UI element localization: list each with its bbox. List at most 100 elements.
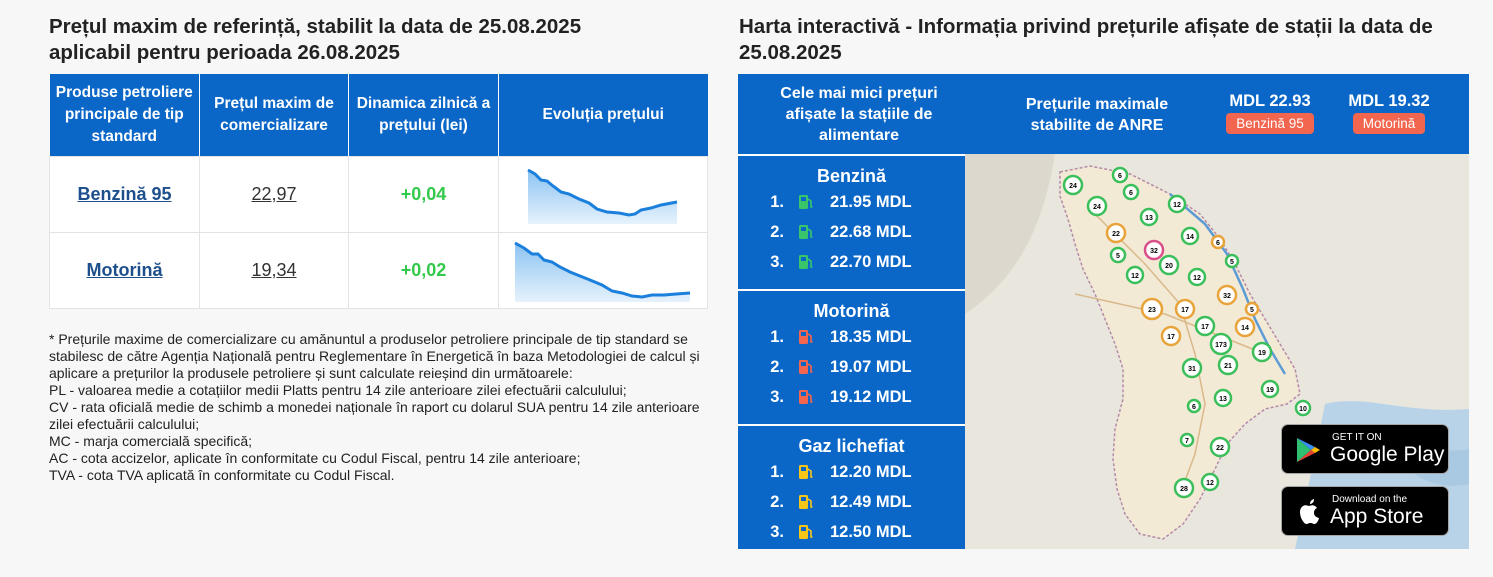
max-price-value[interactable]: 22,97 [251, 184, 297, 204]
section-title: Benzină [816, 166, 886, 186]
app-store-button[interactable]: Download on the App Store [1281, 486, 1449, 536]
section-motorina: Motorină 1. 18.35 MDL 2. 19.07 MDL 3. 19.12… [738, 289, 965, 424]
svg-text:10: 10 [1299, 406, 1307, 413]
cluster-marker[interactable]: 19 [1251, 341, 1273, 363]
cluster-marker[interactable]: 5 [1109, 246, 1127, 264]
rank: 3. [770, 387, 784, 406]
cluster-marker[interactable]: 17 [1194, 315, 1216, 337]
cluster-marker[interactable]: 24 [1086, 195, 1108, 217]
cluster-marker[interactable]: 6 [1111, 166, 1129, 184]
cluster-marker[interactable]: 12 [1187, 267, 1207, 287]
cluster-marker[interactable]: 17 [1160, 325, 1182, 347]
cluster-marker[interactable]: 19 [1260, 379, 1280, 399]
change-cell: +0,04 [348, 156, 499, 233]
cluster-marker[interactable]: 13 [1213, 388, 1233, 408]
svg-text:6: 6 [1192, 404, 1196, 411]
app-store-label: App Store [1330, 505, 1424, 528]
note-ac: AC - cota accizelor, aplicate în conform… [49, 450, 581, 466]
cluster-marker[interactable]: 6 [1210, 234, 1226, 250]
svg-text:13: 13 [1145, 215, 1153, 222]
cluster-marker[interactable]: 32 [1143, 239, 1165, 261]
col-header-max-price: Prețul maxim de comercializare [199, 74, 349, 157]
daily-change-value: +0,02 [400, 260, 447, 280]
svg-text:24: 24 [1069, 183, 1077, 190]
product-link-benzina95[interactable]: Benzină 95 [77, 184, 172, 204]
change-cell: +0,02 [348, 232, 499, 309]
list-item: 2. 19.07 MDL [738, 352, 965, 382]
list-item: 1. 12.20 MDL [738, 457, 965, 487]
lowest-prices-label: Cele mai mici prețuri afișate la stațiil… [780, 85, 938, 144]
svg-text:19: 19 [1258, 350, 1266, 357]
svg-text:32: 32 [1223, 293, 1231, 300]
product-link-motorina[interactable]: Motorină [86, 260, 163, 280]
cluster-marker[interactable]: 13 [1139, 207, 1159, 227]
cluster-marker[interactable]: 31 [1181, 357, 1203, 379]
svg-text:12: 12 [1173, 202, 1181, 209]
section-title: Gaz lichefiat [798, 436, 905, 456]
max-price-benzina: MDL 22.93 Benzină 95 [1216, 90, 1324, 134]
rank: 1. [770, 327, 784, 346]
svg-text:7: 7 [1185, 438, 1189, 445]
price: 12.49 MDL [830, 492, 912, 511]
cluster-marker[interactable]: 17 [1174, 298, 1196, 320]
cluster-marker[interactable]: 6 [1186, 398, 1202, 414]
google-play-icon [1297, 438, 1320, 462]
google-play-button[interactable]: GET IT ON Google Play [1281, 424, 1449, 474]
cluster-marker[interactable]: 12 [1167, 194, 1187, 214]
price-cell: 19,34 [199, 232, 349, 309]
svg-text:6: 6 [1118, 173, 1122, 180]
price: 22.70 MDL [830, 252, 912, 271]
cluster-marker[interactable]: 28 [1173, 477, 1195, 499]
col-header-product: Produse petroliere principale de tip sta… [49, 74, 200, 157]
svg-text:20: 20 [1165, 263, 1173, 270]
google-play-caption: GET IT ON [1332, 432, 1382, 443]
list-item: 1. 21.95 MDL [738, 187, 965, 217]
note-cv: CV - rata oficială medie de schimb a mon… [49, 399, 704, 432]
section-benzina: Benzină 1. 21.95 MDL 2. 22.68 MDL 3. 22.70 … [738, 154, 965, 289]
green-fuel-pump-icon [794, 223, 818, 241]
lowest-prices-list: Benzină 1. 21.95 MDL 2. 22.68 MDL 3. 22.70 … [738, 154, 965, 549]
max-price-value[interactable]: 19,34 [251, 260, 297, 280]
cluster-marker[interactable]: 5 [1224, 253, 1240, 269]
cluster-marker[interactable]: 22 [1209, 436, 1231, 458]
cluster-marker[interactable]: 24 [1062, 174, 1084, 196]
svg-text:32: 32 [1150, 248, 1158, 255]
list-item: 3. 22.70 MDL [738, 247, 965, 277]
cluster-marker[interactable]: 32 [1216, 284, 1238, 306]
interactive-map[interactable]: 24 6 6 24 13 12 22 14 6 32 5 20 5 12 12 … [965, 154, 1469, 549]
daily-change-value: +0,04 [400, 184, 447, 204]
price: 12.50 MDL [830, 522, 912, 541]
cluster-marker[interactable]: 5 [1244, 301, 1260, 317]
price: 18.35 MDL [830, 327, 912, 346]
rank: 3. [770, 252, 784, 271]
cluster-marker[interactable]: 10 [1294, 399, 1312, 417]
cluster-marker[interactable]: 7 [1179, 432, 1195, 448]
cluster-marker[interactable]: 14 [1180, 226, 1200, 246]
svg-text:17: 17 [1181, 307, 1189, 314]
cluster-marker[interactable]: 6 [1122, 183, 1140, 201]
cluster-marker[interactable]: 22 [1105, 222, 1127, 244]
table-row: Motorină 19,34 +0,02 [49, 232, 708, 309]
cluster-marker[interactable]: 20 [1158, 254, 1180, 276]
cluster-marker[interactable]: 173 [1209, 332, 1233, 356]
product-cell: Motorină [49, 232, 200, 309]
svg-text:5: 5 [1116, 253, 1120, 260]
methodology-notes: * Prețurile maxime de comercializare cu … [49, 331, 709, 484]
svg-text:173: 173 [1215, 342, 1227, 349]
svg-text:12: 12 [1193, 275, 1201, 282]
cluster-marker[interactable]: 21 [1217, 354, 1239, 376]
max-price-motorina: MDL 19.32 Motorină [1335, 90, 1443, 134]
cluster-markers: 24 6 6 24 13 12 22 14 6 32 5 20 5 12 12 … [1062, 166, 1312, 499]
list-item: 2. 12.49 MDL [738, 487, 965, 517]
col-header-price-evolution: Evoluția prețului [498, 74, 708, 157]
reference-price-title: Prețul maxim de referință, stabilit la d… [49, 14, 709, 66]
cluster-marker[interactable]: 12 [1125, 265, 1145, 285]
cluster-marker[interactable]: 12 [1200, 472, 1220, 492]
cluster-marker[interactable]: 14 [1234, 316, 1256, 338]
green-fuel-pump-icon [794, 193, 818, 211]
svg-text:17: 17 [1167, 334, 1175, 341]
moldova-map[interactable]: 24 6 6 24 13 12 22 14 6 32 5 20 5 12 12 … [965, 154, 1469, 549]
rank: 2. [770, 492, 784, 511]
rank: 3. [770, 522, 784, 541]
cluster-marker[interactable]: 23 [1140, 297, 1164, 321]
